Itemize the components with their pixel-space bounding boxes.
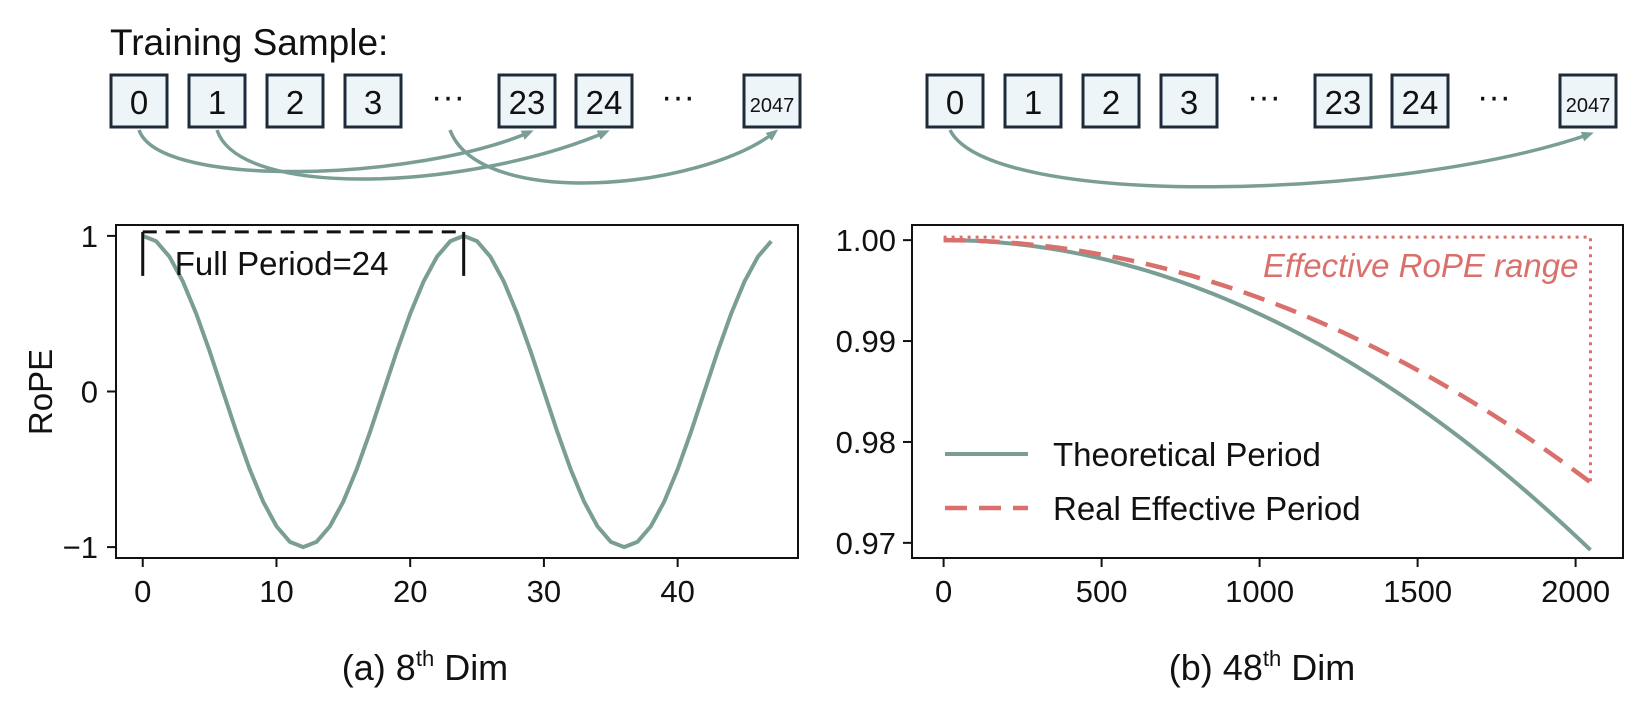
- left-token-label: 2: [286, 84, 304, 121]
- left-token-ellipsis: ···: [661, 78, 695, 116]
- chart-b-caption-main: (b) 48: [1169, 647, 1263, 688]
- right-token-box: [1159, 73, 1219, 129]
- left-token-label: 3: [364, 84, 382, 121]
- right-token-ellipsis: ···: [1247, 78, 1281, 116]
- attention-arrows-right: [948, 129, 1594, 189]
- chart-b-xtick-label: 1000: [1225, 574, 1294, 609]
- right-token-box: [1003, 73, 1063, 129]
- right-token-label: 0: [946, 84, 964, 121]
- chart-a-caption-sup: th: [416, 646, 434, 671]
- chart-a-xticks: 0 10 20 30 40: [134, 558, 695, 609]
- chart-a-xtick-label: 10: [259, 574, 293, 609]
- token-row-right: 0 1 2 3 ··· 23 24 ··· 2047: [925, 73, 1618, 129]
- effective-rope-range-label: Effective RoPE range: [1263, 247, 1579, 284]
- chart-b-ytick-label: 1.00: [836, 223, 896, 258]
- left-token-box: [265, 73, 325, 129]
- right-token-box: [1558, 73, 1618, 129]
- left-token-box: [187, 73, 247, 129]
- chart-a-yticks: 1 0 −1: [63, 219, 116, 565]
- right-token-label: 24: [1402, 84, 1439, 121]
- chart-a-ytick-label: −1: [63, 530, 98, 565]
- left-token-box: [497, 73, 557, 129]
- chart-b-xticks: 0 500 1000 1500 2000: [935, 558, 1610, 609]
- chart-b-xtick-label: 1500: [1383, 574, 1452, 609]
- chart-a-caption: (a) 8th Dim: [342, 646, 508, 688]
- chart-b-ytick-label: 0.97: [836, 526, 896, 561]
- chart-a-ytick-label: 0: [81, 375, 98, 410]
- right-token-label: 2: [1102, 84, 1120, 121]
- chart-a-ytick-label: 1: [81, 219, 98, 254]
- left-token-label: 23: [509, 84, 546, 121]
- left-token-label: 24: [586, 84, 623, 121]
- right-token-label: 1: [1024, 84, 1042, 121]
- chart-a-xtick-label: 30: [527, 574, 561, 609]
- right-token-label: 2047: [1566, 95, 1611, 117]
- attention-arrows-left: [137, 129, 779, 185]
- left-token-label: 0: [130, 84, 148, 121]
- right-token-box: [925, 73, 985, 129]
- chart-b-legend: Theoretical Period Real Effective Period: [945, 436, 1361, 527]
- right-token-box: [1390, 73, 1450, 129]
- real-effective-period-line: [943, 237, 1592, 485]
- chart-b-xtick-label: 0: [935, 574, 952, 609]
- left-token-box: [343, 73, 403, 129]
- left-token-box: [742, 73, 802, 129]
- legend-theoretical-label: Theoretical Period: [1053, 436, 1321, 473]
- chart-a-xtick-label: 0: [134, 574, 151, 609]
- chart-48th-dim: 0 500 1000 1500 2000 1.00 0.99 0.98 0.97 Effect…: [836, 223, 1624, 688]
- chart-a-xtick-label: 20: [393, 574, 427, 609]
- chart-a-series-line: [142, 233, 773, 550]
- chart-a-ylabel: RoPE: [22, 349, 59, 435]
- chart-a-caption-main: (a) 8: [342, 647, 416, 688]
- right-token-box: [1081, 73, 1141, 129]
- right-token-ellipsis: ···: [1477, 78, 1511, 116]
- left-token-box: [574, 73, 634, 129]
- arrow-ellipsis-to-2047: [448, 129, 779, 185]
- chart-b-caption: (b) 48th Dim: [1169, 646, 1355, 688]
- chart-a-annotation: Full Period=24: [141, 230, 466, 282]
- legend-real-label: Real Effective Period: [1053, 490, 1361, 527]
- left-token-label: 2047: [750, 95, 795, 117]
- chart-b-xtick-label: 500: [1076, 574, 1128, 609]
- chart-b-xtick-label: 2000: [1541, 574, 1610, 609]
- left-token-box: [109, 73, 169, 129]
- chart-b-caption-suffix: Dim: [1281, 647, 1355, 688]
- right-token-box: [1313, 73, 1373, 129]
- effective-range-dotted-box: [943, 235, 1592, 483]
- right-token-label: 3: [1180, 84, 1198, 121]
- full-period-label: Full Period=24: [175, 245, 389, 282]
- chart-b-ytick-label: 0.99: [836, 324, 896, 359]
- chart-a-caption-suffix: Dim: [434, 647, 508, 688]
- chart-a-xtick-label: 40: [660, 574, 694, 609]
- left-token-label: 1: [208, 84, 226, 121]
- right-token-label: 23: [1325, 84, 1362, 121]
- arrow-1-to-24: [215, 129, 610, 181]
- arrow-0-to-23: [137, 129, 534, 174]
- chart-8th-dim: 0 10 20 30 40 10−1 Full Period=24 RoPE (a) 8…: [22, 219, 799, 688]
- chart-b-frame: [911, 224, 1624, 559]
- left-token-ellipsis: ···: [431, 78, 465, 116]
- arrow-0-to-2047: [948, 129, 1594, 189]
- chart-b-yticks: 1.00 0.99 0.98 0.97: [836, 223, 912, 561]
- chart-b-caption-sup: th: [1263, 646, 1281, 671]
- chart-b-ytick-label: 0.98: [836, 425, 896, 460]
- training-sample-label: Training Sample:: [110, 22, 388, 63]
- token-row-left: 0 1 2 3 ··· 23 24 ··· 2047: [109, 73, 802, 129]
